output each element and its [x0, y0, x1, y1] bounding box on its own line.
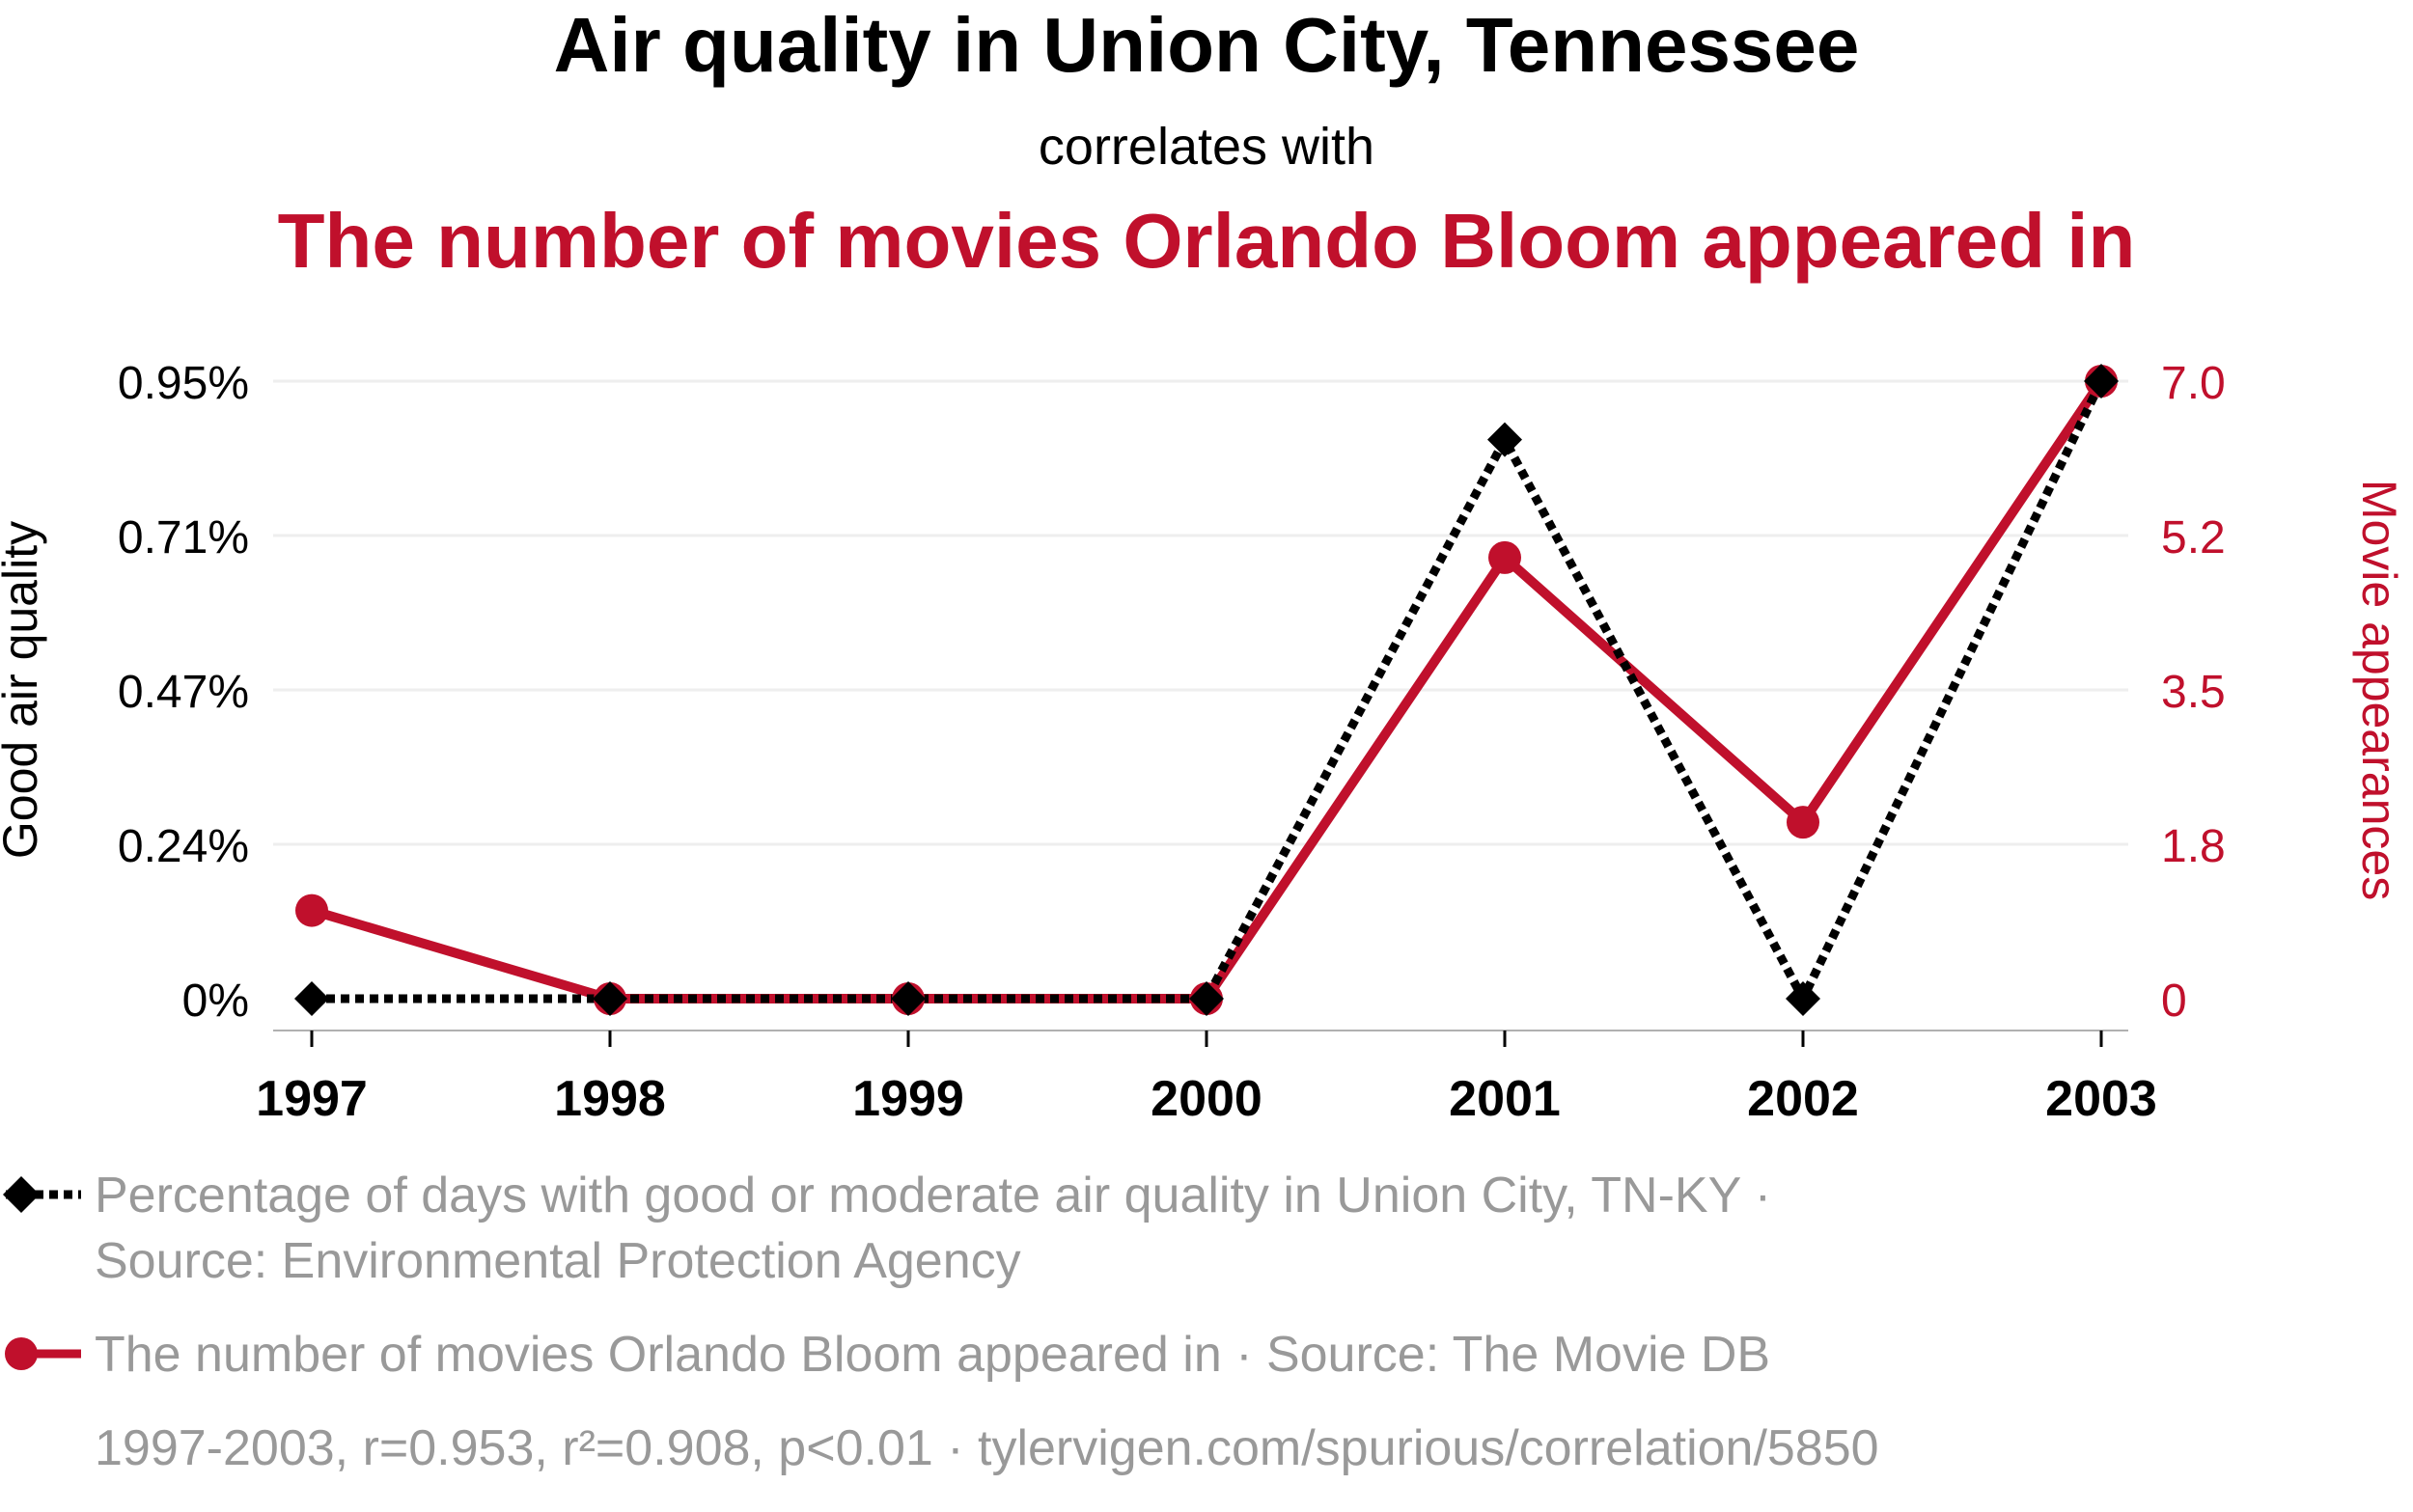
left-tick-label: 0%	[182, 976, 249, 1027]
x-tick-label: 1997	[256, 1071, 368, 1127]
point-movies	[295, 893, 328, 927]
series-markers	[294, 364, 2119, 1016]
legend-series1-source: Source: Environmental Protection Agency	[95, 1233, 1021, 1289]
right-tick-label: 5.2	[2161, 512, 2226, 564]
right-tick-label: 1.8	[2161, 821, 2226, 872]
x-axis: 1997 1998 1999 2000 2001 2002 2003	[256, 1030, 2157, 1127]
left-tick-label: 0.47%	[118, 667, 249, 718]
legend: Percentage of days with good or moderate…	[3, 1168, 1771, 1383]
left-tick-label: 0.95%	[118, 358, 249, 409]
chart-subtitle: correlates with	[1039, 118, 1374, 176]
point-movies	[1787, 806, 1819, 839]
point-air-quality	[1189, 981, 1224, 1016]
left-axis-ticks: 0% 0.24% 0.47% 0.71% 0.95%	[118, 358, 249, 1027]
right-axis-label: Movie appearances	[2352, 480, 2406, 900]
point-air-quality	[891, 981, 926, 1016]
legend-series1-label: Percentage of days with good or moderate…	[95, 1168, 1771, 1223]
x-tick-label: 2001	[1449, 1071, 1561, 1127]
point-air-quality	[1487, 422, 1522, 457]
chart-title: Air quality in Union City, Tennessee	[554, 2, 1860, 88]
x-tick-label: 1998	[554, 1071, 666, 1127]
x-tick-label: 1999	[852, 1071, 964, 1127]
point-air-quality	[294, 981, 329, 1016]
left-tick-label: 0.71%	[118, 512, 249, 564]
left-axis-label: Good air quality	[0, 521, 47, 859]
legend-series2-label: The number of movies Orlando Bloom appea…	[95, 1327, 1770, 1383]
right-tick-label: 0	[2161, 976, 2187, 1027]
x-tick-label: 2002	[1747, 1071, 1859, 1127]
legend-series1-marker	[3, 1176, 81, 1213]
point-air-quality	[1786, 981, 1820, 1016]
left-tick-label: 0.24%	[118, 821, 249, 872]
point-air-quality	[593, 981, 627, 1016]
chart-title-2: The number of movies Orlando Bloom appea…	[278, 198, 2136, 284]
point-movies	[1488, 540, 1521, 574]
right-tick-label: 7.0	[2161, 358, 2226, 409]
right-axis-ticks: 0 1.8 3.5 5.2 7.0	[2161, 358, 2226, 1027]
right-tick-label: 3.5	[2161, 667, 2226, 718]
legend-series2-marker	[5, 1337, 81, 1370]
x-tick-label: 2003	[2045, 1071, 2157, 1127]
grid-lines	[273, 379, 2128, 846]
x-tick-label: 2000	[1151, 1071, 1262, 1127]
footer-stats: 1997-2003, r=0.953, r²=0.908, p<0.01 · t…	[95, 1420, 1879, 1476]
point-air-quality	[2084, 364, 2119, 399]
